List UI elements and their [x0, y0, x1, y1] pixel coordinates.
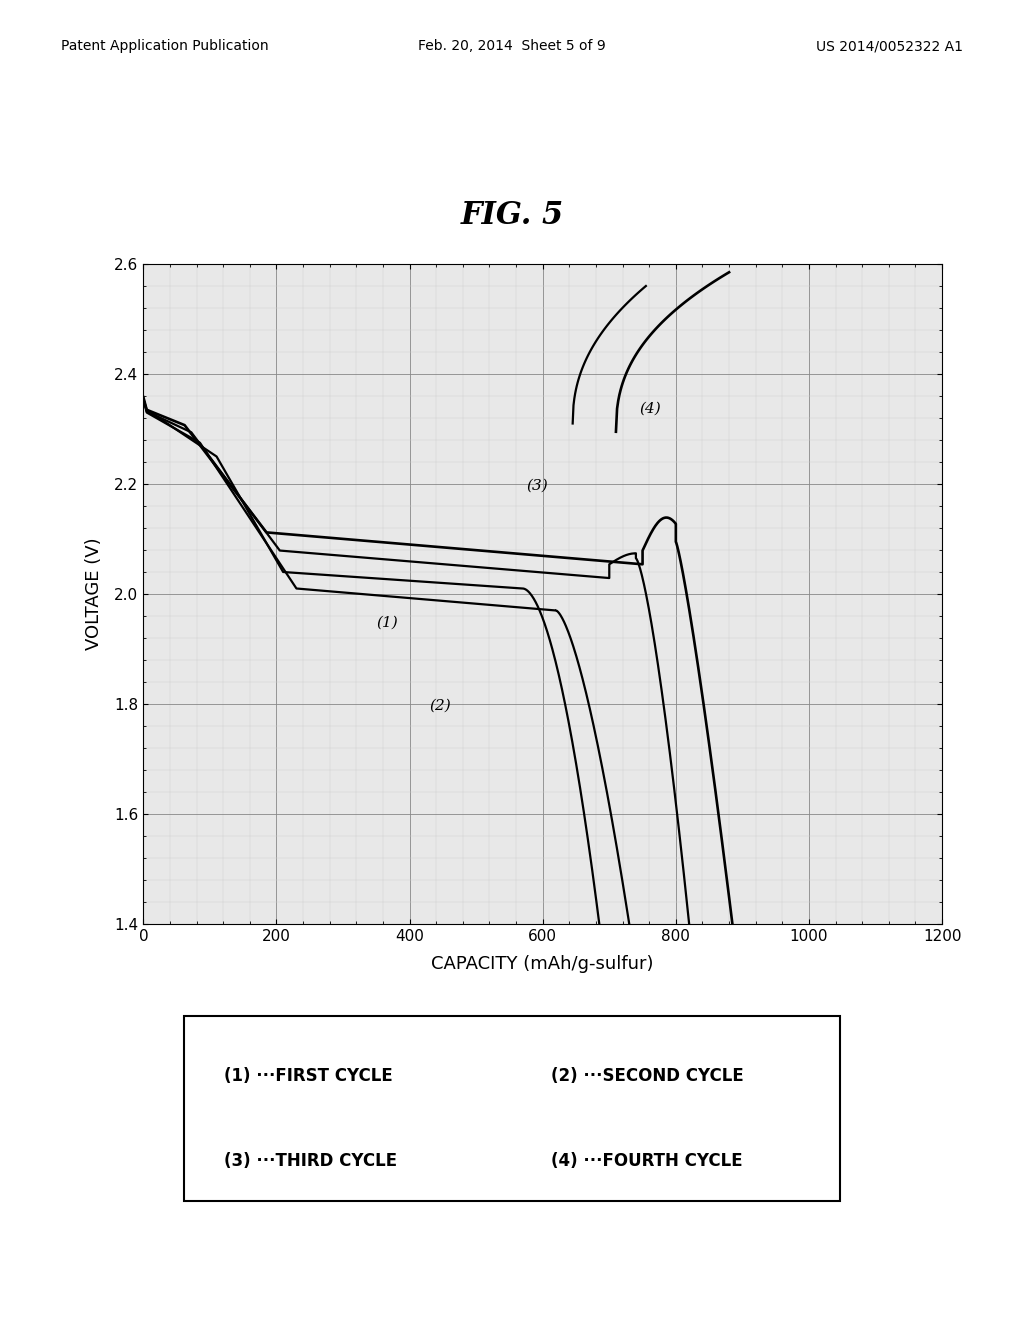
Text: (3) ···THIRD CYCLE: (3) ···THIRD CYCLE [223, 1151, 396, 1170]
X-axis label: CAPACITY (mAh/g-sulfur): CAPACITY (mAh/g-sulfur) [431, 954, 654, 973]
Text: (2): (2) [430, 698, 452, 713]
FancyBboxPatch shape [184, 1016, 840, 1201]
Text: Patent Application Publication: Patent Application Publication [61, 40, 269, 53]
Text: US 2014/0052322 A1: US 2014/0052322 A1 [815, 40, 963, 53]
Text: (4): (4) [639, 401, 660, 416]
Text: (4) ···FOURTH CYCLE: (4) ···FOURTH CYCLE [551, 1151, 743, 1170]
Text: (2) ···SECOND CYCLE: (2) ···SECOND CYCLE [551, 1067, 744, 1085]
Text: FIG. 5: FIG. 5 [461, 201, 563, 231]
Text: (3): (3) [526, 478, 548, 492]
Text: Feb. 20, 2014  Sheet 5 of 9: Feb. 20, 2014 Sheet 5 of 9 [418, 40, 606, 53]
Text: (1): (1) [377, 616, 398, 630]
Y-axis label: VOLTAGE (V): VOLTAGE (V) [85, 537, 103, 651]
Text: (1) ···FIRST CYCLE: (1) ···FIRST CYCLE [223, 1067, 392, 1085]
